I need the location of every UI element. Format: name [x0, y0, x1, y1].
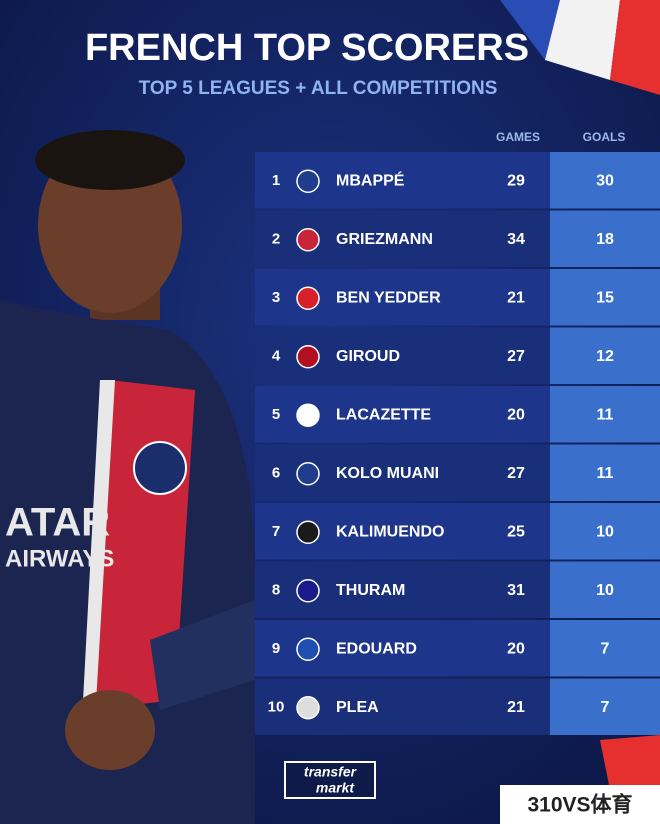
player-name: EDOUARD — [336, 640, 417, 657]
club-logo — [296, 286, 320, 310]
goals: 18 — [596, 231, 614, 248]
player-name: LACAZETTE — [336, 406, 431, 423]
games: 27 — [507, 348, 525, 365]
goals-cell — [550, 561, 660, 618]
games: 29 — [507, 172, 525, 189]
rank: 8 — [272, 582, 280, 599]
player-name: MBAPPÉ — [336, 170, 405, 189]
player-name: GRIEZMANN — [336, 231, 433, 248]
goals: 7 — [601, 699, 610, 716]
rank: 3 — [272, 289, 280, 306]
flag-red — [610, 0, 660, 95]
goals: 12 — [596, 348, 614, 365]
games: 31 — [507, 582, 525, 599]
club-logo — [296, 520, 320, 544]
subtitle: TOP 5 LEAGUES + ALL COMPETITIONS — [139, 78, 498, 99]
games: 25 — [507, 523, 525, 540]
goals-cell — [550, 386, 660, 443]
rank: 10 — [268, 699, 285, 716]
goals-cell — [550, 444, 660, 501]
svg-text:AIRWAYS: AIRWAYS — [5, 545, 114, 572]
goals-cell — [550, 678, 660, 735]
watermark-box — [500, 785, 660, 824]
flag-red-bottom — [600, 735, 660, 790]
games: 20 — [507, 406, 525, 423]
games: 21 — [507, 289, 525, 306]
goals-cell — [550, 210, 660, 267]
rank: 1 — [272, 172, 280, 189]
games: 21 — [507, 699, 525, 716]
goals: 7 — [601, 640, 610, 657]
flag-white — [545, 0, 620, 80]
column-header: GAMES — [496, 130, 540, 144]
goals: 10 — [596, 582, 614, 599]
games: 20 — [507, 640, 525, 657]
goals-cell — [550, 269, 660, 326]
club-logo — [296, 462, 320, 486]
goals: 15 — [596, 289, 614, 306]
club-logo — [296, 637, 320, 661]
goals-cell — [550, 620, 660, 677]
watermark: 310VS体育 — [527, 793, 632, 817]
player-photo: ATAR AIRWAYS — [0, 130, 255, 824]
transfermarkt-logo: transfer markt — [284, 761, 376, 799]
goals-cell — [550, 503, 660, 560]
rank: 9 — [272, 640, 280, 657]
goals: 11 — [597, 406, 614, 423]
player-name: PLEA — [336, 699, 379, 716]
column-header: GOALS — [583, 130, 626, 144]
goals: 30 — [596, 172, 614, 189]
player-name: BEN YEDDER — [336, 289, 441, 306]
logo-text: markt — [316, 780, 355, 796]
goals-cell — [550, 327, 660, 384]
club-logo — [296, 696, 320, 720]
player-name: KOLO MUANI — [336, 465, 439, 482]
flag-blue — [500, 0, 560, 60]
club-logo — [296, 228, 320, 252]
club-logo — [296, 345, 320, 369]
goals: 10 — [596, 523, 614, 540]
games: 27 — [507, 465, 525, 482]
games: 34 — [507, 231, 525, 248]
logo-text: transfer — [304, 764, 358, 780]
goals-cell — [550, 152, 660, 209]
rank: 2 — [272, 231, 280, 248]
goals: 11 — [597, 465, 614, 482]
svg-text:ATAR: ATAR — [5, 501, 110, 545]
title: FRENCH TOP SCORERS — [85, 27, 529, 69]
player-name: KALIMUENDO — [336, 523, 444, 540]
rank: 6 — [272, 465, 280, 482]
rank: 4 — [272, 348, 281, 365]
player-name: THURAM — [336, 582, 405, 599]
club-logo — [296, 579, 320, 603]
rank: 5 — [272, 406, 280, 423]
player-name: GIROUD — [336, 348, 400, 365]
club-logo — [296, 169, 320, 193]
rank: 7 — [272, 523, 280, 540]
club-logo — [296, 403, 320, 427]
